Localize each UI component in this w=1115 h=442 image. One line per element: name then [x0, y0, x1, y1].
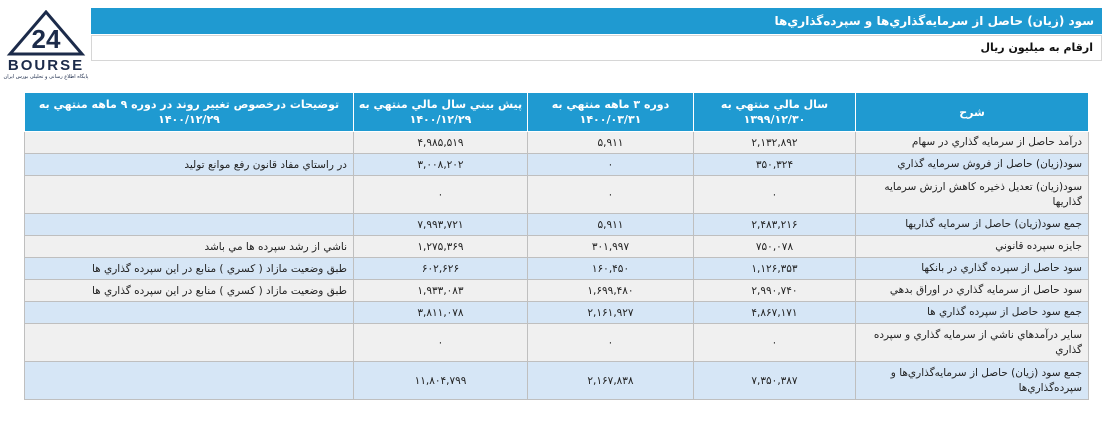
row-label: سود حاصل از سپرده گذاري در بانکها: [855, 257, 1089, 280]
header-description: شرح: [855, 92, 1089, 132]
table-row: جايزه سپرده قانوني ۷۵۰,۰۷۸ ۳۰۱,۹۹۷ ۱,۲۷۵,۳۶…: [24, 235, 1089, 258]
3-month-value: ۲,۱۶۷,۸۳۸: [527, 361, 694, 400]
3-month-value: ۵,۹۱۱: [527, 131, 694, 154]
row-note: [24, 175, 354, 214]
forecast-value: ۰: [353, 175, 528, 214]
row-note: ناشي از رشد سپرده ها مي باشد: [24, 235, 354, 258]
table-row: جمع سود حاصل از سپرده گذاري ها ۴,۸۶۷,۱۷۱ ۲…: [24, 301, 1089, 324]
forecast-value: ۰: [353, 323, 528, 362]
table-row: سود حاصل از سپرده گذاري در بانکها ۱,۱۲۶,۳…: [24, 257, 1089, 280]
fiscal-year-value: ۷,۳۵۰,۳۸۷: [693, 361, 856, 400]
3-month-value: ۰: [527, 153, 694, 176]
logo-word: BOURSE: [7, 57, 85, 74]
row-label: ساير درآمدهاي ناشي از سرمايه گذاري و سپر…: [855, 323, 1089, 362]
row-note: [24, 131, 354, 154]
header-notes: توضيحات درخصوص تغيير روند در دوره ۹ ماهه…: [24, 92, 354, 132]
fiscal-year-value: ۷۵۰,۰۷۸: [693, 235, 856, 258]
bourse-logo[interactable]: 24 BOURSE پایگاه اطلاع رسانی و تحلیلی بو…: [2, 10, 90, 85]
row-note: طبق وضعيت مازاد ( کسري ) منابع در اين سپ…: [24, 279, 354, 302]
3-month-value: ۲,۱۶۱,۹۲۷: [527, 301, 694, 324]
header-fiscal-year: سال مالي منتهي به ۱۳۹۹/۱۲/۳۰: [693, 92, 856, 132]
table-row: سود(زيان) حاصل از فروش سرمايه گذاري ۳۵۰,۳…: [24, 153, 1089, 176]
forecast-value: ۳,۰۰۸,۲۰۲: [353, 153, 528, 176]
row-label: جمع سود (زيان) حاصل از سرمايه‌گذاري‌ها و…: [855, 361, 1089, 400]
unit-note: ارقام به ميليون ريال: [91, 35, 1102, 61]
forecast-value: ۱۱,۸۰۴,۷۹۹: [353, 361, 528, 400]
forecast-value: ۷,۹۹۳,۷۲۱: [353, 213, 528, 236]
table-row: سود(زيان) تعديل ذخيره کاهش ارزش سرمايه گ…: [24, 175, 1089, 214]
row-label: جايزه سپرده قانوني: [855, 235, 1089, 258]
section-title: سود (زيان) حاصل از سرمايه‌گذاري‌ها و سپر…: [91, 8, 1102, 34]
row-note: طبق وضعيت مازاد ( کسري ) منابع در اين سپ…: [24, 257, 354, 280]
fiscal-year-value: ۲,۹۹۰,۷۴۰: [693, 279, 856, 302]
row-label: سود(زيان) حاصل از فروش سرمايه گذاري: [855, 153, 1089, 176]
logo-mark-icon: 24: [6, 10, 86, 56]
fiscal-year-value: ۰: [693, 323, 856, 362]
row-note: [24, 301, 354, 324]
table-header-row: شرح سال مالي منتهي به ۱۳۹۹/۱۲/۳۰ دوره ۳ …: [24, 92, 1089, 132]
row-note: در راستاي مفاد قانون رفع موانع توليد: [24, 153, 354, 176]
row-note: [24, 213, 354, 236]
row-note: [24, 323, 354, 362]
svg-text:24: 24: [32, 24, 61, 54]
row-label: جمع سود(زيان) حاصل از سرمايه گذاريها: [855, 213, 1089, 236]
row-note: [24, 361, 354, 400]
forecast-value: ۱,۲۷۵,۳۶۹: [353, 235, 528, 258]
forecast-value: ۳,۸۱۱,۰۷۸: [353, 301, 528, 324]
fiscal-year-value: ۰: [693, 175, 856, 214]
logo-tagline: پایگاه اطلاع رسانی و تحلیلی بورس ایران: [3, 74, 89, 80]
3-month-value: ۰: [527, 323, 694, 362]
row-label: سود(زيان) تعديل ذخيره کاهش ارزش سرمايه گ…: [855, 175, 1089, 214]
investment-income-table: شرح سال مالي منتهي به ۱۳۹۹/۱۲/۳۰ دوره ۳ …: [24, 92, 1089, 400]
fiscal-year-value: ۴,۸۶۷,۱۷۱: [693, 301, 856, 324]
table-row: جمع سود(زيان) حاصل از سرمايه گذاريها ۲,۴۸…: [24, 213, 1089, 236]
fiscal-year-value: ۳۵۰,۳۲۴: [693, 153, 856, 176]
fiscal-year-value: ۲,۱۳۲,۸۹۲: [693, 131, 856, 154]
forecast-value: ۱,۹۳۳,۰۸۳: [353, 279, 528, 302]
header-forecast: پيش بيني سال مالي منتهي به ۱۴۰۰/۱۲/۲۹: [353, 92, 528, 132]
row-label: درآمد حاصل از سرمايه گذاري در سهام: [855, 131, 1089, 154]
3-month-value: ۰: [527, 175, 694, 214]
row-label: سود حاصل از سرمايه گذاري در اوراق بدهي: [855, 279, 1089, 302]
fiscal-year-value: ۱,۱۲۶,۳۵۳: [693, 257, 856, 280]
forecast-value: ۶۰۲,۶۲۶: [353, 257, 528, 280]
table-row: جمع سود (زيان) حاصل از سرمايه‌گذاري‌ها و…: [24, 361, 1089, 400]
3-month-value: ۱۶۰,۴۵۰: [527, 257, 694, 280]
3-month-value: ۱,۶۹۹,۴۸۰: [527, 279, 694, 302]
table-row: درآمد حاصل از سرمايه گذاري در سهام ۲,۱۳۲,…: [24, 131, 1089, 154]
3-month-value: ۳۰۱,۹۹۷: [527, 235, 694, 258]
table-row: ساير درآمدهاي ناشي از سرمايه گذاري و سپر…: [24, 323, 1089, 362]
forecast-value: ۴,۹۸۵,۵۱۹: [353, 131, 528, 154]
3-month-value: ۵,۹۱۱: [527, 213, 694, 236]
row-label: جمع سود حاصل از سپرده گذاري ها: [855, 301, 1089, 324]
fiscal-year-value: ۲,۴۸۳,۲۱۶: [693, 213, 856, 236]
header-3-month: دوره ۳ ماهه منتهي به ۱۴۰۰/۰۳/۳۱: [527, 92, 694, 132]
table-row: سود حاصل از سرمايه گذاري در اوراق بدهي ۲,…: [24, 279, 1089, 302]
